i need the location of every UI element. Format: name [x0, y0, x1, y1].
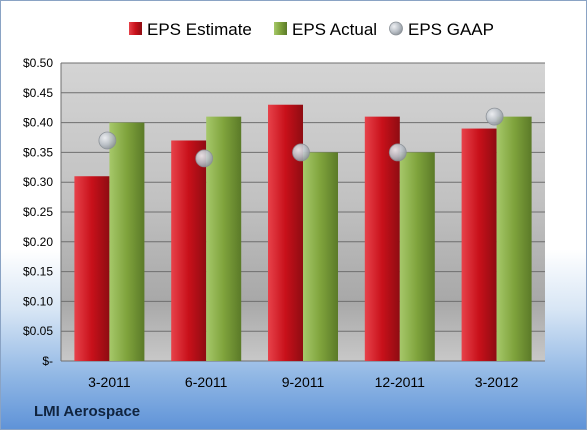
bar-eps-estimate	[268, 104, 303, 361]
x-tick-label: 12-2011	[375, 374, 426, 390]
x-tick-label: 9-2011	[282, 374, 325, 390]
legend-label: EPS Estimate	[147, 20, 252, 39]
point-eps-gaap	[388, 143, 407, 162]
point-eps-gaap	[485, 107, 504, 126]
company-label: LMI Aerospace	[34, 403, 141, 420]
y-tick-label: $0.20	[23, 235, 53, 249]
x-tick-label: 3-2011	[88, 374, 131, 390]
y-tick-label: $0.45	[23, 86, 53, 100]
y-tick-label: $0.10	[23, 294, 53, 308]
y-tick-label: $0.25	[23, 205, 53, 219]
y-tick-label: $0.35	[23, 145, 53, 159]
bar-eps-estimate	[461, 128, 497, 361]
legend-swatch-eps-actual	[274, 22, 287, 35]
y-tick-label: $-	[42, 354, 53, 368]
y-tick-label: $0.30	[23, 175, 53, 189]
bar-eps-actual	[303, 152, 338, 361]
bar-eps-estimate	[171, 140, 207, 361]
legend: EPS Estimate EPS Actual EPS GAAP	[129, 20, 494, 39]
x-tick-label: 6-2011	[185, 374, 228, 390]
bar-eps-actual	[399, 152, 435, 361]
y-tick-label: $0.05	[23, 324, 53, 338]
y-tick-label: $0.50	[23, 56, 53, 70]
point-eps-gaap	[195, 149, 214, 168]
legend-label: EPS GAAP	[408, 20, 494, 39]
bar-eps-estimate	[74, 176, 110, 361]
legend-label: EPS Actual	[292, 20, 377, 39]
y-axis: $- $0.05 $0.10 $0.15 $0.20 $0.25 $0.30 $0.35 $0.…	[23, 56, 62, 368]
x-axis: 3-2011 6-2011 9-2011 12-2011 3-2012	[88, 374, 518, 390]
y-tick-label: $0.40	[23, 116, 53, 130]
bar-eps-actual	[496, 116, 532, 361]
legend-marker-eps-gaap	[389, 21, 403, 36]
gaap-points	[98, 107, 504, 168]
point-eps-gaap	[292, 143, 310, 162]
point-eps-gaap	[98, 131, 117, 150]
bar-eps-actual	[109, 122, 145, 361]
y-tick-label: $0.15	[23, 265, 53, 279]
x-tick-label: 3-2012	[475, 374, 519, 390]
bars	[74, 104, 532, 361]
legend-swatch-eps-estimate	[129, 22, 142, 35]
